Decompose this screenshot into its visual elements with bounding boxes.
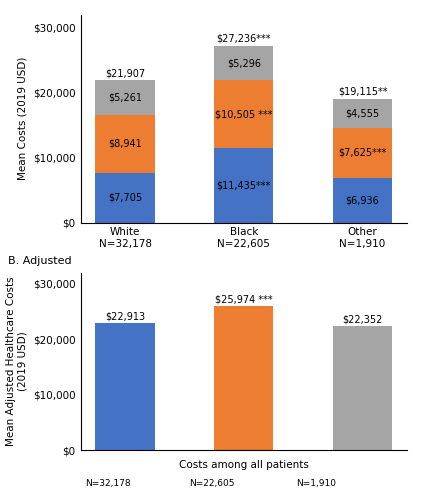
Text: B. Adjusted: B. Adjusted bbox=[8, 256, 72, 266]
Text: $8,941: $8,941 bbox=[108, 138, 142, 148]
Bar bbox=[95, 172, 155, 222]
Text: $22,352: $22,352 bbox=[342, 314, 383, 324]
Text: N=1,910: N=1,910 bbox=[296, 479, 336, 488]
Text: $7,705: $7,705 bbox=[108, 192, 142, 202]
Text: $11,435***: $11,435*** bbox=[217, 180, 271, 190]
Text: $22,913: $22,913 bbox=[105, 311, 145, 321]
Bar bbox=[95, 114, 155, 172]
Bar bbox=[95, 323, 155, 450]
Bar bbox=[214, 80, 273, 148]
Text: $19,115**: $19,115** bbox=[338, 86, 387, 97]
Text: $27,236***: $27,236*** bbox=[217, 34, 271, 44]
Text: $7,625***: $7,625*** bbox=[338, 148, 387, 158]
Bar bbox=[214, 148, 273, 222]
Text: $25,974 ***: $25,974 *** bbox=[215, 294, 273, 304]
Bar bbox=[95, 80, 155, 114]
Bar bbox=[214, 46, 273, 80]
Text: $4,555: $4,555 bbox=[346, 108, 379, 118]
Bar bbox=[333, 98, 392, 128]
Bar bbox=[333, 326, 392, 450]
Bar bbox=[214, 306, 273, 450]
Y-axis label: Mean Adjusted Healthcare Costs
(2019 USD): Mean Adjusted Healthcare Costs (2019 USD… bbox=[6, 276, 28, 446]
Text: $10,505 ***: $10,505 *** bbox=[215, 110, 273, 120]
Text: $5,296: $5,296 bbox=[227, 58, 261, 68]
Text: $6,936: $6,936 bbox=[346, 195, 379, 205]
Bar bbox=[333, 178, 392, 222]
Legend: Inpatient, Outpatient, Outpatient prescription: Inpatient, Outpatient, Outpatient prescr… bbox=[118, 272, 369, 289]
Y-axis label: Mean Costs (2019 USD): Mean Costs (2019 USD) bbox=[17, 57, 28, 180]
Bar bbox=[333, 128, 392, 178]
Text: $21,907: $21,907 bbox=[105, 68, 145, 78]
Text: N=32,178: N=32,178 bbox=[85, 479, 131, 488]
Text: N=22,605: N=22,605 bbox=[189, 479, 235, 488]
Text: $5,261: $5,261 bbox=[108, 92, 142, 102]
X-axis label: Costs among all patients: Costs among all patients bbox=[179, 460, 309, 470]
